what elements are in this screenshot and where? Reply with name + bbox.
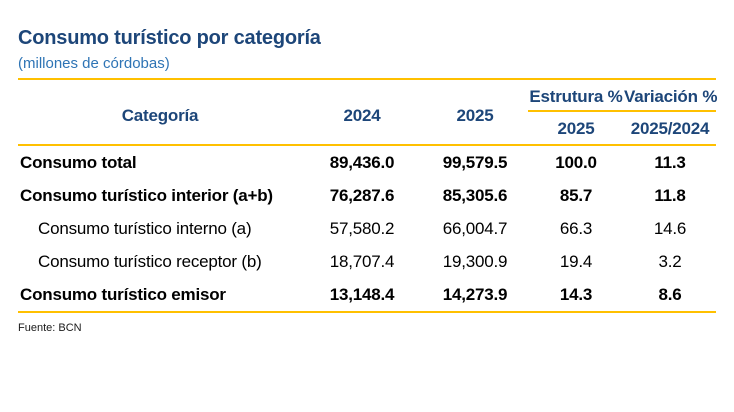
- cell-2024: 76,287.6: [329, 185, 395, 205]
- table-bottom-divider: [18, 311, 716, 313]
- header-divider: [18, 144, 716, 146]
- source-note: Fuente: BCN: [18, 322, 82, 334]
- cell-2025: 85,305.6: [442, 185, 508, 205]
- cell-2024: 89,436.0: [329, 152, 395, 172]
- table-row-consumo-total: Consumo total 89,436.0 99,579.5 100.0 11…: [18, 146, 716, 179]
- row-label: Consumo turístico receptor (b): [38, 251, 262, 271]
- report-page: Consumo turístico por categoría (millone…: [18, 27, 718, 334]
- table-row-consumo-receptor: Consumo turístico receptor (b) 18,707.4 …: [18, 245, 716, 278]
- cell-estructura: 14.3: [559, 284, 593, 304]
- cell-estructura: 66.3: [559, 218, 593, 238]
- table-body: Consumo total 89,436.0 99,579.5 100.0 11…: [18, 146, 716, 311]
- table-row-consumo-emisor: Consumo turístico emisor 13,148.4 14,273…: [18, 278, 716, 311]
- page-subtitle: (millones de córdobas): [18, 55, 170, 72]
- column-subheader-estructura-2025: 2025: [557, 119, 595, 138]
- cell-variacion: 3.2: [658, 251, 682, 271]
- column-header-estructura: Estrutura %: [528, 87, 624, 112]
- cell-estructura: 100.0: [555, 152, 597, 172]
- cell-2025: 14,273.9: [442, 284, 508, 304]
- cell-2024: 18,707.4: [329, 251, 395, 271]
- column-header-variacion: Variación %: [624, 87, 717, 112]
- page-title: Consumo turístico por categoría: [18, 27, 321, 49]
- table-row-consumo-interno: Consumo turístico interno (a) 57,580.2 6…: [18, 212, 716, 245]
- column-subheader-variacion-2025-2024: 2025/2024: [630, 119, 710, 138]
- cell-2025: 66,004.7: [442, 218, 508, 238]
- row-label: Consumo turístico emisor: [20, 284, 226, 304]
- cell-variacion: 11.8: [654, 185, 686, 205]
- cell-2024: 57,580.2: [329, 218, 395, 238]
- cell-2025: 99,579.5: [442, 152, 508, 172]
- title-divider: [18, 78, 716, 80]
- cell-estructura: 19.4: [559, 251, 593, 271]
- cell-2025: 19,300.9: [442, 251, 508, 271]
- cell-2024: 13,148.4: [329, 284, 395, 304]
- column-header-2024: 2024: [343, 106, 381, 125]
- cell-variacion: 8.6: [658, 284, 682, 304]
- row-label: Consumo total: [20, 152, 137, 172]
- table-row-consumo-interior: Consumo turístico interior (a+b) 76,287.…: [18, 179, 716, 212]
- cell-variacion: 11.3: [654, 152, 686, 172]
- row-label: Consumo turístico interior (a+b): [20, 185, 273, 205]
- table-header: Categoría 2024 2025 Estrutura % Variació…: [18, 87, 718, 144]
- column-header-2025: 2025: [456, 106, 494, 125]
- column-header-category: Categoría: [121, 106, 199, 125]
- cell-variacion: 14.6: [653, 218, 687, 238]
- cell-estructura: 85.7: [559, 185, 593, 205]
- row-label: Consumo turístico interno (a): [38, 218, 252, 238]
